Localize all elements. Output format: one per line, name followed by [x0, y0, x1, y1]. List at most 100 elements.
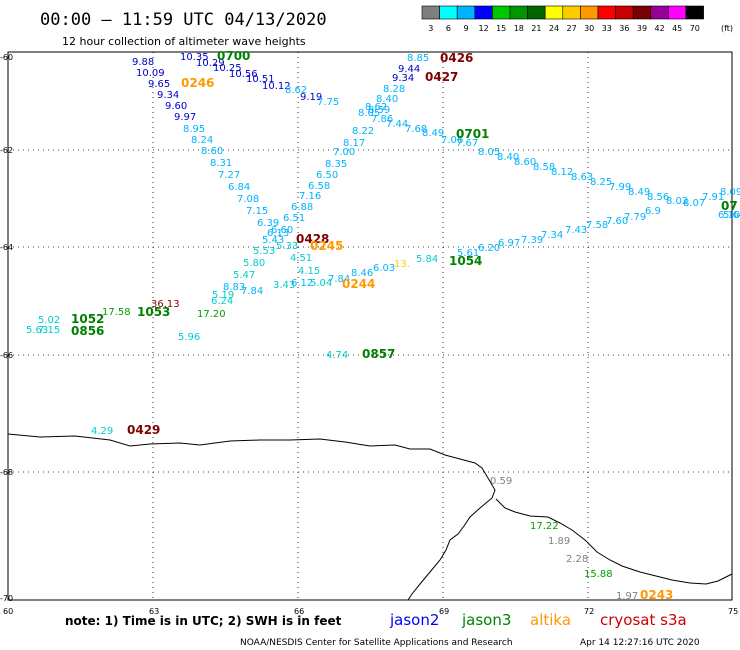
pass-time-label: 1054 — [449, 254, 482, 268]
swh-value: 5.64 — [723, 210, 740, 221]
swh-value: 4.15 — [298, 266, 320, 277]
swh-value: 7.44 — [386, 119, 408, 130]
scale-label: 39 — [637, 24, 647, 33]
swh-value: 8.85 — [407, 53, 429, 64]
swh-value: 8.05 — [358, 108, 380, 119]
swh-value: 7.58 — [586, 220, 608, 231]
swh-value: 6.97 — [498, 238, 520, 249]
swh-value: 9.97 — [174, 112, 196, 123]
pass-time-label: 0428 — [296, 232, 329, 246]
scale-swatch — [527, 5, 546, 20]
swh-value: 3.43 — [273, 280, 295, 291]
color-scale: 3 6 9 12 15 18 21 24 27 30 33 36 39 42 45 70 (ft) — [421, 5, 733, 33]
scale-label: 36 — [619, 24, 629, 33]
scale-swatch — [439, 5, 458, 20]
scale-swatch — [421, 5, 440, 20]
longitude-label: 69 — [439, 607, 449, 616]
map-title: 00:00 – 11:59 UTC 04/13/2020 — [40, 10, 327, 30]
swh-value: 8.17 — [343, 138, 365, 149]
swh-value: 7.00 — [333, 147, 355, 158]
swh-value: 8.49 — [628, 187, 650, 198]
pass-time-label: 0426 — [440, 51, 473, 65]
scale-swatch — [562, 5, 581, 20]
scale-label: 70 — [690, 24, 700, 33]
scale-label: 24 — [549, 24, 559, 33]
swh-value: 17.22 — [530, 521, 559, 532]
swh-value: 7.67 — [456, 138, 478, 149]
swh-value: 8.09 — [720, 187, 740, 198]
swh-value: 10.56 — [229, 69, 258, 80]
swh-value: 10.35 — [180, 52, 209, 63]
swh-value: 7.60 — [606, 216, 628, 227]
swh-value: 1.89 — [548, 536, 570, 547]
lat-lon-grid — [8, 52, 732, 600]
map-frame — [7, 51, 733, 601]
swh-value: 5.61 — [457, 248, 479, 259]
swh-value: 8.59 — [368, 105, 390, 116]
swh-value: 4.74 — [326, 350, 348, 361]
swh-value: 8.02 — [666, 196, 688, 207]
scale-label: 33 — [602, 24, 612, 33]
scale-swatch — [650, 5, 669, 20]
swh-value: 0.59 — [490, 476, 512, 487]
swh-value: 6.60 — [271, 225, 293, 236]
pass-time-label: 0700 — [217, 49, 250, 63]
axis-labels: -60 -62 -64 -66 -68 -70 60 63 66 69 72 75 — [0, 53, 738, 616]
swh-value: 5.43 — [262, 235, 284, 246]
scale-swatch — [544, 5, 564, 20]
scale-label: 12 — [479, 24, 489, 33]
swh-value: 9.60 — [165, 101, 187, 112]
swh-value: 8.12 — [551, 167, 573, 178]
scale-label: 9 — [463, 24, 468, 33]
swh-value: 17.58 — [102, 307, 131, 318]
pass-time-label: 0429 — [127, 423, 160, 437]
swh-value: 10.29 — [196, 58, 225, 69]
swh-value: 8.62 — [365, 102, 387, 113]
scale-swatch — [492, 5, 511, 20]
swh-value: 9.34 — [157, 90, 179, 101]
swh-value: 8.28 — [383, 84, 405, 95]
legend-entry: jason3 — [461, 611, 511, 629]
swh-value: 9.19 — [300, 92, 322, 103]
swh-value: 6.10 — [718, 210, 740, 221]
swh-value: 6.50 — [316, 170, 338, 181]
swh-value: 8.60 — [514, 157, 536, 168]
swh-value: 6.03 — [373, 263, 395, 274]
scale-label: 6 — [446, 24, 451, 33]
swh-value: 8.24 — [191, 135, 213, 146]
pass-time-label: 0244 — [342, 277, 375, 291]
swh-value: 6.84 — [228, 182, 250, 193]
scale-label: 15 — [496, 24, 506, 33]
swh-value: 7.91 — [702, 192, 724, 203]
swh-value: 8.31 — [210, 158, 232, 169]
swh-value: 7.68 — [405, 124, 427, 135]
swh-value: 6.58 — [308, 181, 330, 192]
timestamp: Apr 14 12:27:16 UTC 2020 — [580, 638, 700, 648]
swh-value: 7.39 — [521, 235, 543, 246]
latitude-label: -60 — [0, 53, 13, 62]
swh-value: 7.86 — [371, 114, 393, 125]
swh-value: 8.95 — [183, 124, 205, 135]
pass-time-label: 0857 — [362, 347, 395, 361]
scale-swatch — [668, 5, 687, 20]
scale-label: 27 — [567, 24, 577, 33]
swh-value: 8.58 — [533, 162, 555, 173]
latitude-label: -62 — [0, 146, 13, 155]
pass-time-label: 0246 — [181, 76, 214, 90]
swh-value: 8.22 — [352, 126, 374, 137]
legend-entry: jason2 — [389, 611, 439, 629]
antarctic-coastline-east — [495, 498, 733, 585]
swh-value: 7.16 — [299, 191, 321, 202]
swh-value: 8.07 — [683, 198, 705, 209]
swh-value: 7.75 — [317, 97, 339, 108]
pass-time-label: 0245 — [310, 239, 343, 253]
swh-value: 6.12 — [291, 278, 313, 289]
scale-swatch — [509, 5, 528, 20]
swh-value: 7.43 — [565, 225, 587, 236]
antarctic-coastline — [7, 433, 496, 601]
longitude-label: 66 — [294, 607, 304, 616]
swh-value: 5.96 — [178, 332, 200, 343]
swh-value: 7.84 — [241, 286, 263, 297]
credit-line: NOAA/NESDIS Center for Satellite Applica… — [240, 638, 513, 648]
swh-value: 17.20 — [197, 309, 226, 320]
